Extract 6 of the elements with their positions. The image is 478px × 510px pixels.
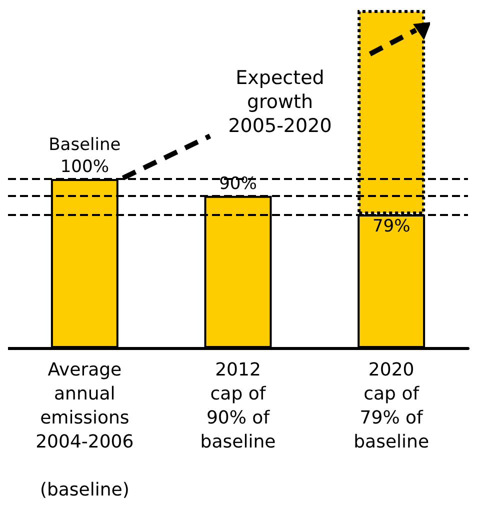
data-label: 79% <box>372 216 410 236</box>
data-label: Baseline 100% <box>48 135 121 177</box>
x-tick-label: 2020 cap of 79% of baseline <box>354 360 430 452</box>
category-label: Average annual emissions 2004-2006 (baseline) <box>36 360 134 500</box>
x-tick-label: 2012 cap of 90% of baseline <box>200 360 276 452</box>
annotation: Expected growth 2005-2020 <box>228 67 332 137</box>
